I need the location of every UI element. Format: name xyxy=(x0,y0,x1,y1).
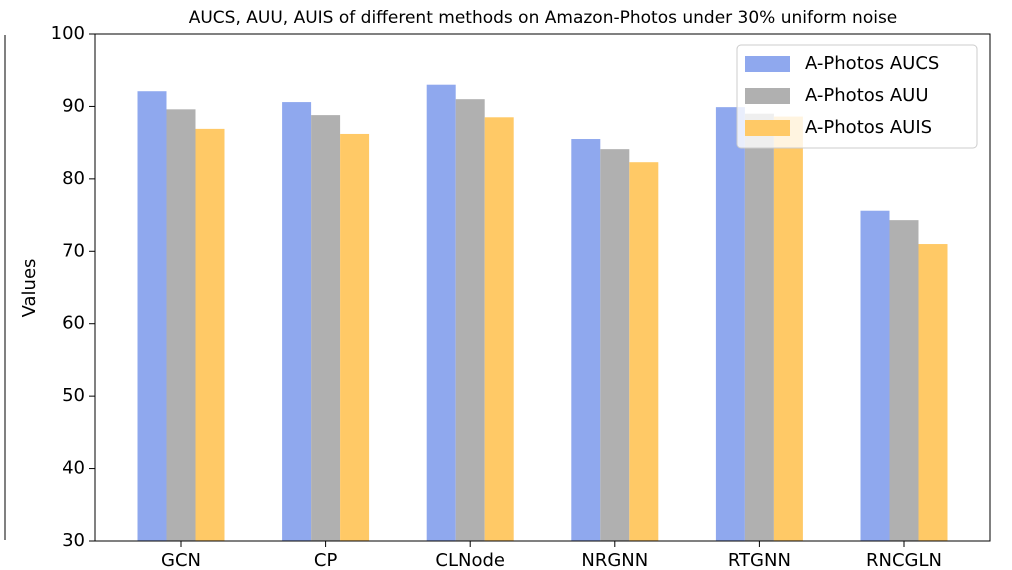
bar xyxy=(571,139,601,541)
y-tick-label: 60 xyxy=(62,313,85,334)
bar xyxy=(137,91,167,542)
y-tick-label: 100 xyxy=(51,23,85,44)
bar xyxy=(744,113,774,542)
legend-swatch xyxy=(745,56,790,72)
bar xyxy=(600,149,630,541)
y-tick-label: 30 xyxy=(62,530,85,551)
chart-title: AUCS, AUU, AUIS of different methods on … xyxy=(189,8,898,28)
y-tick-label: 40 xyxy=(62,458,85,479)
bar xyxy=(889,220,919,542)
bar xyxy=(311,115,341,542)
bar xyxy=(860,210,890,541)
bar xyxy=(773,116,803,541)
bar xyxy=(426,84,456,541)
x-tick-label: NRGNN xyxy=(581,550,648,570)
bar xyxy=(455,99,485,541)
x-tick-label: GCN xyxy=(161,550,201,570)
y-tick-label: 70 xyxy=(62,240,85,261)
bar xyxy=(282,102,312,541)
bar xyxy=(715,107,745,541)
plot-frame xyxy=(94,33,991,542)
bar xyxy=(484,117,514,542)
legend-label: A-Photos AUU xyxy=(805,85,929,106)
y-tick-label: 50 xyxy=(62,385,85,406)
legend-box xyxy=(736,44,978,149)
bar xyxy=(918,244,948,542)
legend: A-Photos AUCS A-Photos AUU A-Photos AUIS xyxy=(736,44,978,149)
x-tick-label: CLNode xyxy=(435,550,505,570)
x-tick-label: RTGNN xyxy=(728,550,791,570)
y-tick-label: 90 xyxy=(62,95,85,116)
legend-swatch xyxy=(745,120,790,136)
y-axis-label: Values xyxy=(19,259,40,318)
legend-swatch xyxy=(745,88,790,104)
bar xyxy=(629,162,659,541)
x-tick-label: CP xyxy=(314,550,338,570)
legend-label: A-Photos AUCS xyxy=(805,53,939,74)
bar xyxy=(195,128,225,542)
legend-label: A-Photos AUIS xyxy=(805,117,932,138)
y-tick-label: 80 xyxy=(62,168,85,189)
bar xyxy=(166,109,196,541)
x-tick-label: RNCGLN xyxy=(866,550,942,570)
bar xyxy=(340,133,370,542)
